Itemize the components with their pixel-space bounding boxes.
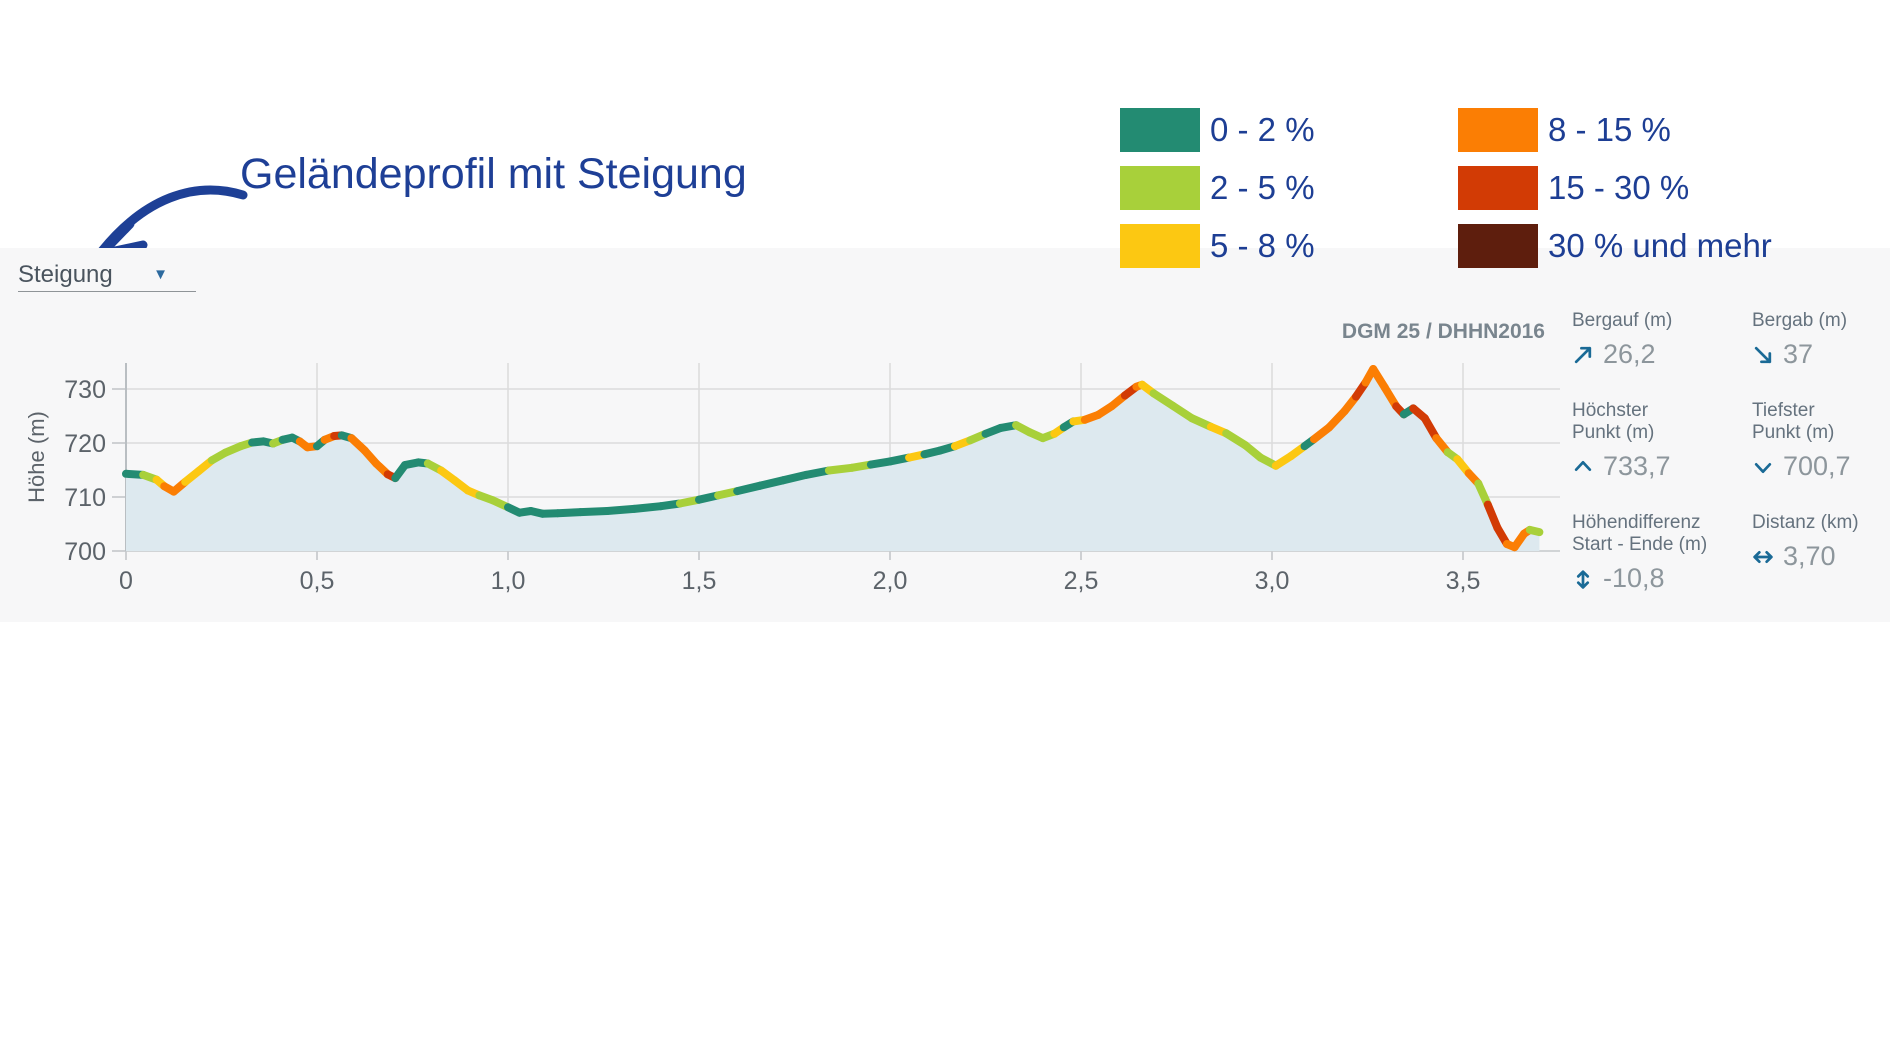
legend-item: 8 - 15 % [1458,108,1671,152]
stat-bergauf-m-: Bergauf (m) 26,2 [1572,310,1744,370]
legend-swatch [1120,108,1200,152]
legend-item: 15 - 30 % [1458,166,1689,210]
chart-panel [0,248,1890,622]
legend-label: 2 - 5 % [1210,169,1315,206]
arrow-up-right-icon [1574,346,1592,363]
profile-slope-segment [576,507,612,517]
x-tick-label: 1,5 [682,567,717,595]
x-tick-label: 3,5 [1446,567,1481,595]
stat-value: 3,70 [1783,541,1836,571]
stat-value: -10,8 [1603,563,1665,593]
stat-tiefster: Tiefster Punkt (m) 700,7 [1752,400,1890,482]
x-tick-label: 1,0 [491,567,526,595]
stat-value: 700,7 [1783,451,1851,481]
legend-label: 30 % und mehr [1548,227,1772,264]
legend-item: 2 - 5 % [1120,166,1315,210]
stat-label: Höchster Punkt (m) [1572,400,1655,443]
x-tick-label: 3,0 [1255,567,1290,595]
arrow-up-down-icon [1576,569,1590,589]
stat-label: Bergab (m) [1752,310,1848,331]
chevron-up-icon [1574,460,1592,471]
stat-distanz-km-: Distanz (km) 3,70 [1752,512,1890,572]
stat-value: 26,2 [1603,339,1656,369]
stat-label: Höhendifferenz Start - Ende (m) [1572,512,1708,555]
legend-swatch [1458,166,1538,210]
stat-h-hendifferenz: Höhendifferenz Start - Ende (m) -10,8 [1572,512,1744,594]
stat-label: Distanz (km) [1752,512,1859,533]
stat-value: 37 [1783,339,1814,369]
stat-label: Bergauf (m) [1572,310,1673,331]
legend-swatch [1458,224,1538,268]
legend-label: 8 - 15 % [1548,111,1671,148]
stat-value: 733,7 [1603,451,1671,481]
legend-item: 30 % und mehr [1458,224,1772,268]
stats-column-right: Bergab (m) 37 Tiefster Punkt (m) 700,7 Dist… [1752,310,1890,602]
stat-bergab-m-: Bergab (m) 37 [1752,310,1890,370]
elevation-model-source-label: DGM 25 / DHHN2016 [1341,320,1545,343]
y-tick-label: 700 [64,538,106,566]
stat-h-chster: Höchster Punkt (m) 733,7 [1572,400,1744,482]
y-axis-title: Höhe (m) [24,411,49,503]
x-tick-label: 0 [119,567,133,595]
x-tick-label: 2,5 [1064,567,1099,595]
legend-label: 5 - 8 % [1210,227,1315,264]
x-tick-label: 0,5 [300,567,335,595]
y-tick-label: 720 [64,430,106,458]
annotation-title: Geländeprofil mit Steigung [240,150,747,198]
profile-slope-segment [630,502,665,513]
profile-area-fill [126,369,1540,551]
legend-item: 5 - 8 % [1120,224,1315,268]
arrow-down-right-icon [1754,346,1772,363]
profile-slope-segment [1483,500,1502,532]
legend-swatch [1120,166,1200,210]
elevation-profile-chart[interactable]: 700 710 720 730 0 0,5 1,0 1,5 2,0 2,5 3,0 3,5 Höhe (… [0,248,1890,622]
profile-slope-segment [1525,525,1544,537]
y-tick-label: 730 [64,376,106,404]
legend-swatch [1120,224,1200,268]
profile-slope-segment [603,504,639,515]
profile-mode-dropdown[interactable]: Steigung ▼ [18,258,196,292]
dropdown-triangle-icon: ▼ [153,266,168,283]
x-tick-label: 2,0 [873,567,908,595]
legend-label: 0 - 2 % [1210,111,1315,148]
stat-label: Tiefster Punkt (m) [1752,400,1835,443]
arrow-left-right-icon [1753,550,1773,563]
profile-mode-label: Steigung [18,260,113,288]
legend-item: 0 - 2 % [1120,108,1315,152]
stats-column-left: Bergauf (m) 26,2 Höchster Punkt (m) 733,7 H… [1572,310,1744,624]
legend-label: 15 - 30 % [1548,169,1690,206]
y-tick-label: 710 [64,484,106,512]
legend-swatch [1458,108,1538,152]
chevron-down-icon [1754,462,1772,473]
